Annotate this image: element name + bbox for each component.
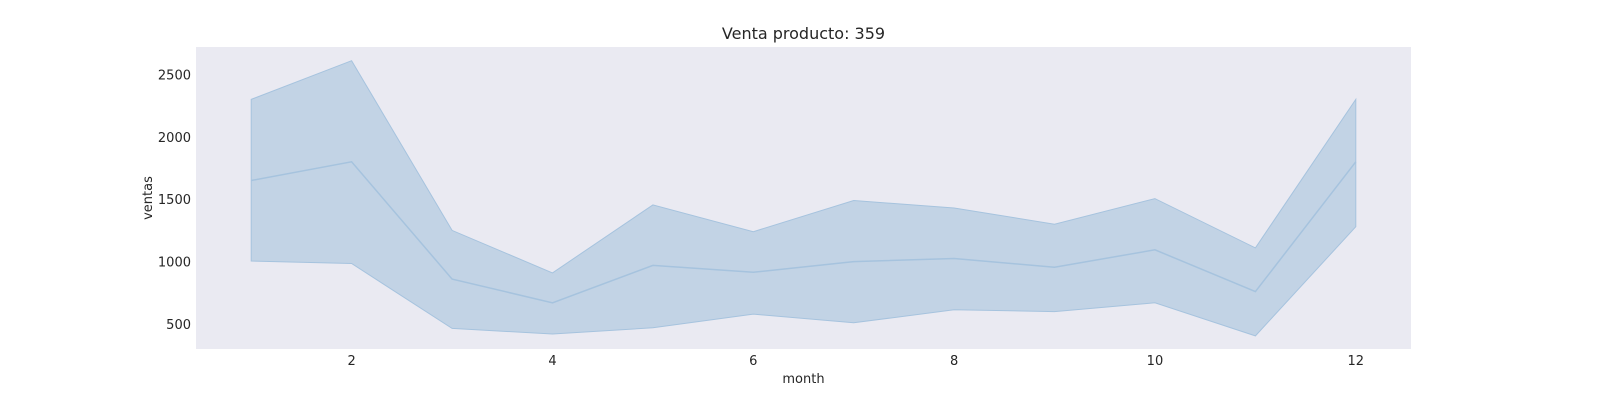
y-tick-label: 2000: [158, 131, 191, 146]
y-tick-label: 2500: [158, 68, 191, 83]
x-tick-label: 8: [950, 354, 958, 369]
x-tick-label: 2: [347, 354, 355, 369]
x-tick-label: 10: [1147, 354, 1164, 369]
chart-title: Venta producto: 359: [722, 24, 885, 43]
y-tick-label: 1000: [158, 256, 191, 271]
x-tick-label: 4: [548, 354, 556, 369]
y-tick-label: 500: [166, 318, 191, 333]
series-line: [251, 160, 1357, 304]
y-axis-label: ventas: [141, 176, 156, 220]
x-tick-label: 12: [1347, 354, 1364, 369]
y-tick-label: 1500: [158, 193, 191, 208]
confidence-band: [250, 60, 1357, 337]
x-axis-label: month: [782, 372, 824, 387]
x-tick-label: 6: [749, 354, 757, 369]
